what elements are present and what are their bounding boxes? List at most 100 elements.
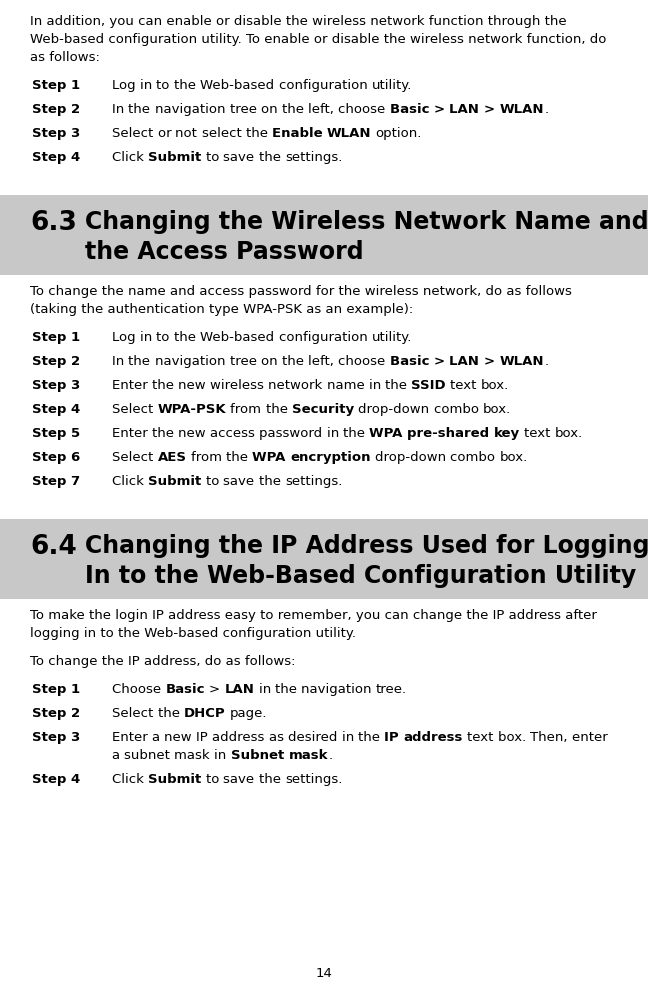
Text: text: text bbox=[467, 731, 498, 744]
Text: Click: Click bbox=[112, 475, 148, 488]
Text: To change the name and access password for the wireless network, do as follows: To change the name and access password f… bbox=[30, 285, 572, 298]
Text: the: the bbox=[275, 683, 301, 696]
Text: the: the bbox=[259, 475, 285, 488]
Text: 6.3: 6.3 bbox=[30, 210, 77, 236]
Text: Basic: Basic bbox=[165, 683, 205, 696]
Text: tree: tree bbox=[229, 103, 260, 116]
Text: from: from bbox=[231, 403, 266, 416]
Text: to: to bbox=[205, 475, 224, 488]
Text: Select: Select bbox=[112, 127, 157, 140]
Text: Submit: Submit bbox=[148, 151, 202, 164]
Text: mask: mask bbox=[174, 749, 214, 762]
Text: To change the IP address, do as follows:: To change the IP address, do as follows: bbox=[30, 655, 295, 668]
Text: WPA-PSK: WPA-PSK bbox=[157, 403, 226, 416]
Text: box.: box. bbox=[498, 731, 531, 744]
Text: a: a bbox=[112, 749, 124, 762]
Text: Step 4: Step 4 bbox=[32, 403, 80, 416]
Text: Step 4: Step 4 bbox=[32, 151, 80, 164]
Bar bbox=[0, 519, 648, 599]
Text: in: in bbox=[341, 731, 358, 744]
Text: the: the bbox=[152, 379, 178, 392]
Text: the: the bbox=[226, 451, 252, 464]
Text: >: > bbox=[434, 355, 449, 368]
Text: Enter: Enter bbox=[112, 731, 152, 744]
Text: Step 2: Step 2 bbox=[32, 707, 80, 720]
Text: Click: Click bbox=[112, 773, 148, 786]
Text: Select: Select bbox=[112, 451, 157, 464]
Text: Web-based: Web-based bbox=[200, 331, 279, 344]
Text: tree: tree bbox=[229, 355, 260, 368]
Text: the: the bbox=[152, 427, 178, 440]
Text: choose: choose bbox=[338, 355, 389, 368]
Text: left,: left, bbox=[308, 355, 338, 368]
Text: To make the login IP address easy to remember, you can change the IP address aft: To make the login IP address easy to rem… bbox=[30, 609, 597, 622]
Text: IP: IP bbox=[196, 731, 213, 744]
Text: WLAN: WLAN bbox=[500, 355, 544, 368]
Text: In: In bbox=[112, 103, 128, 116]
Text: in: in bbox=[214, 749, 231, 762]
Text: box.: box. bbox=[481, 379, 509, 392]
Text: the: the bbox=[282, 355, 308, 368]
Text: choose: choose bbox=[338, 103, 389, 116]
Text: the: the bbox=[343, 427, 369, 440]
Text: >: > bbox=[484, 103, 500, 116]
Text: Basic: Basic bbox=[389, 355, 434, 368]
Text: navigation: navigation bbox=[155, 103, 229, 116]
Text: (taking the authentication type WPA-PSK as an example):: (taking the authentication type WPA-PSK … bbox=[30, 303, 413, 316]
Text: .: . bbox=[329, 749, 332, 762]
Text: text: text bbox=[450, 379, 481, 392]
Text: text: text bbox=[524, 427, 555, 440]
Text: In: In bbox=[112, 355, 128, 368]
Text: password: password bbox=[259, 427, 327, 440]
Text: In to the Web-Based Configuration Utility: In to the Web-Based Configuration Utilit… bbox=[85, 564, 636, 588]
Text: desired: desired bbox=[288, 731, 341, 744]
Text: network: network bbox=[268, 379, 327, 392]
Text: settings.: settings. bbox=[285, 773, 342, 786]
Text: Security: Security bbox=[292, 403, 354, 416]
Text: Step 3: Step 3 bbox=[32, 379, 80, 392]
Text: WPA: WPA bbox=[252, 451, 290, 464]
Text: Step 3: Step 3 bbox=[32, 127, 80, 140]
Text: save: save bbox=[224, 151, 259, 164]
Text: settings.: settings. bbox=[285, 475, 342, 488]
Text: configuration: configuration bbox=[279, 331, 371, 344]
Text: subnet: subnet bbox=[124, 749, 174, 762]
Text: name: name bbox=[327, 379, 369, 392]
Text: on: on bbox=[260, 103, 282, 116]
Text: Submit: Submit bbox=[148, 773, 202, 786]
Text: Changing the Wireless Network Name and: Changing the Wireless Network Name and bbox=[85, 210, 648, 234]
Text: SSID: SSID bbox=[411, 379, 446, 392]
Text: the: the bbox=[259, 773, 285, 786]
Text: mask: mask bbox=[289, 749, 329, 762]
Text: the: the bbox=[174, 331, 200, 344]
Text: >: > bbox=[434, 103, 449, 116]
Text: the Access Password: the Access Password bbox=[85, 240, 364, 264]
Text: Basic: Basic bbox=[389, 103, 434, 116]
Text: new: new bbox=[178, 379, 210, 392]
Text: Select: Select bbox=[112, 403, 157, 416]
Text: the: the bbox=[128, 103, 155, 116]
Text: tree.: tree. bbox=[376, 683, 407, 696]
Text: in: in bbox=[369, 379, 386, 392]
Text: Web-based configuration utility. To enable or disable the wireless network funct: Web-based configuration utility. To enab… bbox=[30, 33, 607, 46]
Text: as follows:: as follows: bbox=[30, 51, 100, 64]
Text: Enable: Enable bbox=[272, 127, 327, 140]
Text: a: a bbox=[152, 731, 165, 744]
Text: Log: Log bbox=[112, 331, 140, 344]
Text: box.: box. bbox=[555, 427, 583, 440]
Text: >: > bbox=[484, 355, 500, 368]
Text: as: as bbox=[269, 731, 288, 744]
Text: Step 1: Step 1 bbox=[32, 79, 80, 92]
Text: left,: left, bbox=[308, 103, 338, 116]
Text: AES: AES bbox=[157, 451, 187, 464]
Text: combo: combo bbox=[434, 403, 483, 416]
Text: settings.: settings. bbox=[285, 151, 342, 164]
Text: to: to bbox=[156, 331, 174, 344]
Text: drop-down: drop-down bbox=[358, 403, 434, 416]
Text: navigation: navigation bbox=[301, 683, 376, 696]
Text: not: not bbox=[176, 127, 202, 140]
Text: Changing the IP Address Used for Logging: Changing the IP Address Used for Logging bbox=[85, 534, 648, 558]
Text: wireless: wireless bbox=[210, 379, 268, 392]
Text: Step 6: Step 6 bbox=[32, 451, 80, 464]
Text: the: the bbox=[282, 103, 308, 116]
